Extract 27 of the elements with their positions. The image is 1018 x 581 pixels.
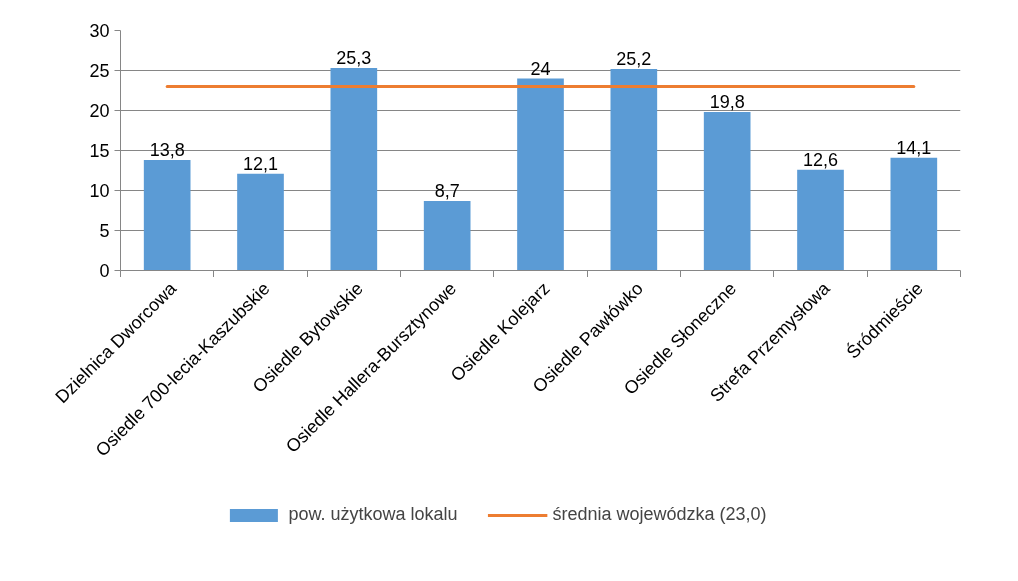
data-label: 25,3 — [336, 48, 372, 69]
y-tick-label: 10 — [89, 181, 110, 201]
y-tick-label: 30 — [89, 21, 110, 41]
bar — [610, 68, 658, 271]
bar — [143, 160, 191, 271]
bar — [423, 200, 471, 271]
y-tick-label: 15 — [89, 141, 110, 161]
data-label: 19,8 — [709, 92, 745, 113]
bar — [890, 157, 938, 271]
bar — [237, 173, 284, 271]
bar — [703, 112, 751, 271]
data-label: 14,1 — [896, 137, 932, 158]
bar — [517, 78, 564, 271]
data-label: 25,2 — [616, 48, 652, 69]
bar — [797, 169, 844, 271]
bar — [330, 68, 378, 271]
y-tick-label: 0 — [99, 261, 110, 281]
legend-label: średnia wojewódzka (23,0) — [552, 504, 767, 525]
data-label: 12,6 — [802, 149, 839, 170]
data-label: 8,7 — [434, 180, 460, 201]
y-tick-label: 25 — [89, 61, 110, 81]
y-tick-label: 20 — [89, 101, 110, 121]
data-label: 13,8 — [149, 140, 185, 161]
y-tick-label: 5 — [99, 221, 110, 241]
legend-label: pow. użytkowa lokalu — [288, 504, 458, 525]
data-label: 12,1 — [242, 153, 279, 174]
data-label: 24 — [530, 58, 551, 79]
